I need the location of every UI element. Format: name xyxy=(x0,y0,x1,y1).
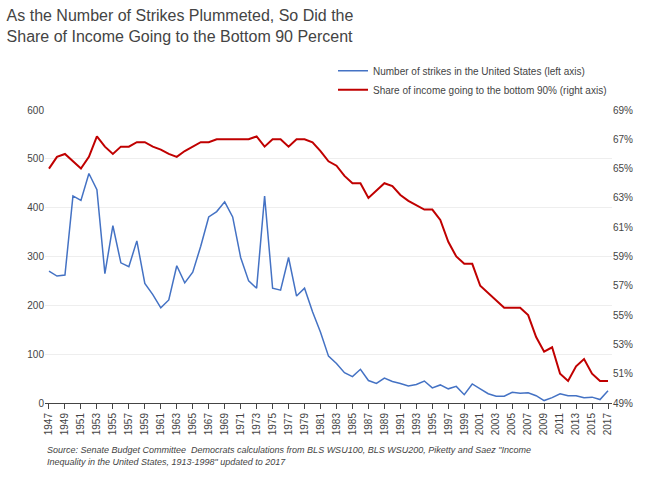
svg-text:1971: 1971 xyxy=(235,413,246,436)
svg-text:1981: 1981 xyxy=(315,413,326,436)
svg-text:Share of income going to the b: Share of income going to the bottom 90% … xyxy=(373,85,606,96)
svg-text:1947: 1947 xyxy=(43,413,54,436)
svg-text:1973: 1973 xyxy=(251,413,262,436)
svg-text:300: 300 xyxy=(27,251,44,262)
svg-text:51%: 51% xyxy=(613,368,633,379)
svg-text:1959: 1959 xyxy=(139,413,150,436)
svg-text:1987: 1987 xyxy=(363,413,374,436)
svg-text:57%: 57% xyxy=(613,280,633,291)
svg-text:1991: 1991 xyxy=(395,413,406,436)
svg-text:100: 100 xyxy=(27,349,44,360)
svg-text:1995: 1995 xyxy=(427,413,438,436)
svg-text:61%: 61% xyxy=(613,222,633,233)
svg-text:1999: 1999 xyxy=(459,413,470,436)
svg-text:1957: 1957 xyxy=(123,413,134,436)
svg-text:2003: 2003 xyxy=(490,413,501,436)
svg-text:65%: 65% xyxy=(613,163,633,174)
svg-text:1965: 1965 xyxy=(187,413,198,436)
svg-text:2005: 2005 xyxy=(506,413,517,436)
svg-text:55%: 55% xyxy=(613,310,633,321)
svg-text:2011: 2011 xyxy=(554,413,565,435)
svg-text:2007: 2007 xyxy=(522,413,533,436)
svg-text:59%: 59% xyxy=(613,251,633,262)
svg-text:1977: 1977 xyxy=(283,413,294,436)
svg-text:1985: 1985 xyxy=(347,413,358,436)
svg-text:0: 0 xyxy=(38,398,44,409)
svg-text:1993: 1993 xyxy=(411,413,422,436)
svg-text:2009: 2009 xyxy=(538,413,549,436)
svg-text:63%: 63% xyxy=(613,192,633,203)
svg-text:2001: 2001 xyxy=(474,413,485,436)
svg-text:1949: 1949 xyxy=(59,413,70,436)
svg-text:1975: 1975 xyxy=(267,413,278,436)
svg-text:1967: 1967 xyxy=(203,413,214,436)
svg-text:1963: 1963 xyxy=(171,413,182,436)
svg-text:500: 500 xyxy=(27,153,44,164)
svg-text:1953: 1953 xyxy=(91,413,102,436)
svg-text:1961: 1961 xyxy=(155,413,166,436)
svg-text:69%: 69% xyxy=(613,105,633,116)
svg-text:1969: 1969 xyxy=(219,413,230,436)
svg-text:Source: Senate Budget Committe: Source: Senate Budget Committee Democrat… xyxy=(47,445,531,467)
svg-text:67%: 67% xyxy=(613,134,633,145)
svg-text:1989: 1989 xyxy=(379,413,390,436)
svg-text:1997: 1997 xyxy=(443,413,454,436)
svg-text:200: 200 xyxy=(27,300,44,311)
svg-text:1955: 1955 xyxy=(107,413,118,436)
svg-text:49%: 49% xyxy=(613,398,633,409)
svg-text:Number of strikes in the Unite: Number of strikes in the United States (… xyxy=(373,66,585,77)
svg-text:2013: 2013 xyxy=(570,413,581,436)
svg-text:53%: 53% xyxy=(613,339,633,350)
svg-text:2017: 2017 xyxy=(602,413,613,436)
svg-text:1979: 1979 xyxy=(299,413,310,436)
svg-text:1951: 1951 xyxy=(75,413,86,436)
svg-text:600: 600 xyxy=(27,105,44,116)
svg-text:As the Number of Strikes Plumm: As the Number of Strikes Plummeted, So D… xyxy=(7,7,354,45)
svg-text:400: 400 xyxy=(27,202,44,213)
svg-text:2015: 2015 xyxy=(586,413,597,436)
svg-text:1983: 1983 xyxy=(331,413,342,436)
